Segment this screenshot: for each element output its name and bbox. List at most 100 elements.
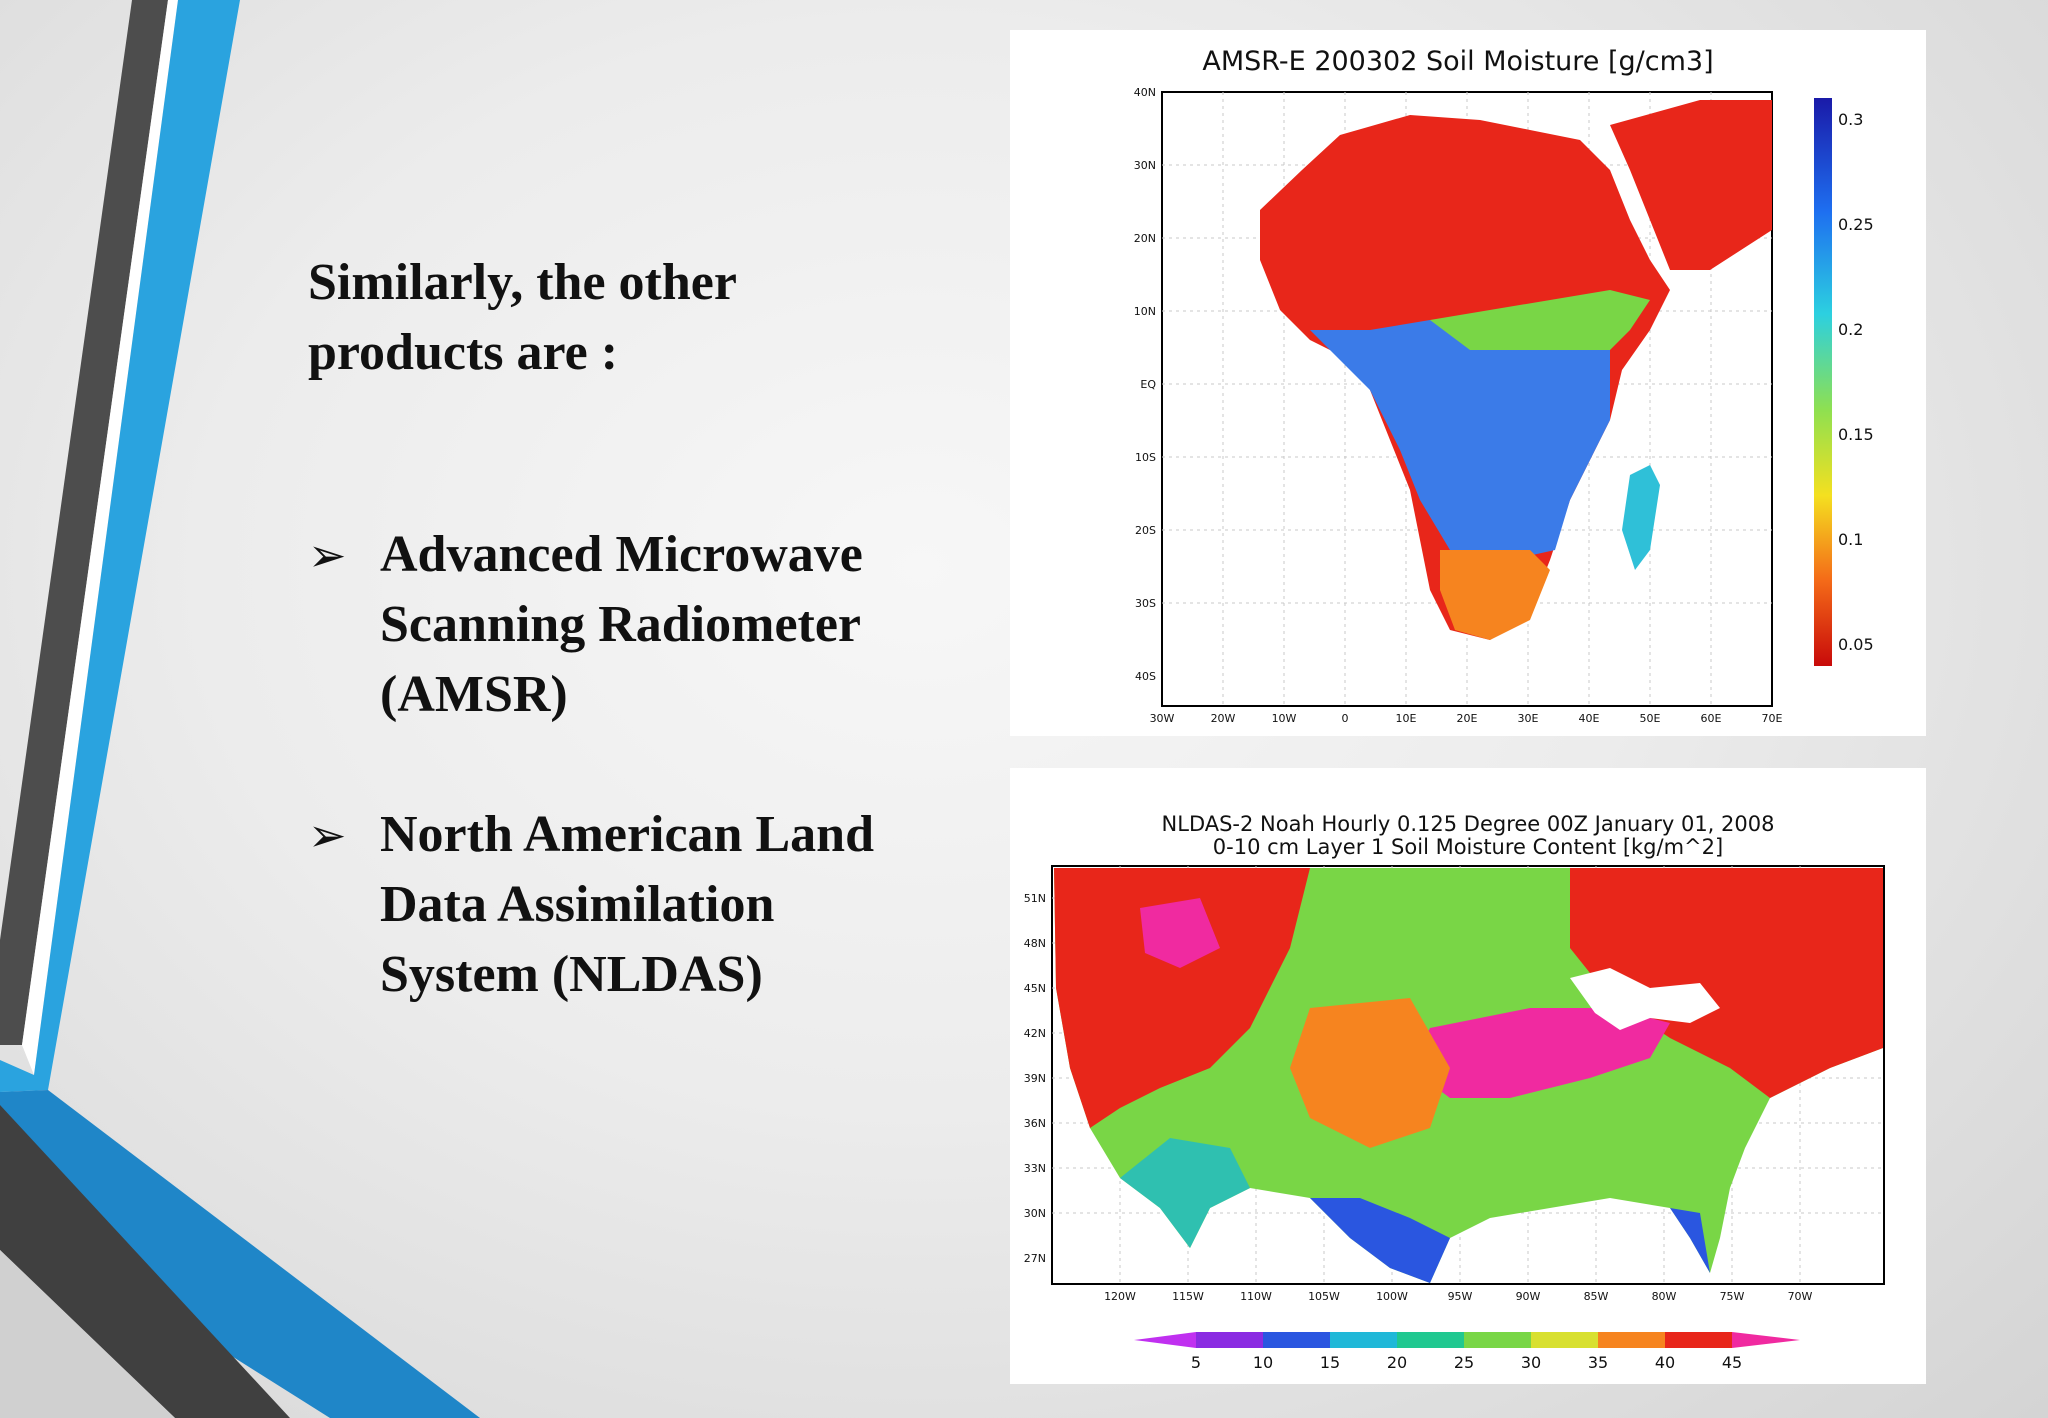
amsr-y-tick: 20S (1135, 524, 1156, 537)
bullet-line: System (NLDAS) (380, 946, 763, 1003)
nldas-y-tick: 36N (1024, 1117, 1046, 1130)
bullet-line: Scanning Radiometer (380, 596, 861, 653)
arabia-shape (1610, 100, 1772, 270)
amsr-y-ticks: 40N 30N 20N 10N EQ 10S 20S 30S 40S (1134, 86, 1157, 683)
nldas-map-title-line-2: 0-10 cm Layer 1 Soil Moisture Content [k… (1213, 835, 1723, 859)
usa-north-magenta (1140, 898, 1220, 968)
amsr-colorbar-labels: 0.3 0.25 0.2 0.15 0.1 0.05 (1838, 110, 1874, 654)
amsr-x-tick: 10W (1272, 712, 1297, 725)
blue-band-bottom (0, 1090, 480, 1418)
amsr-colorbar-label: 0.25 (1838, 215, 1874, 234)
nldas-map-title-line-1: NLDAS-2 Noah Hourly 0.125 Degree 00Z Jan… (1162, 812, 1775, 836)
usa-midwest-magenta (1410, 1008, 1670, 1098)
nldas-colorbar-segment (1397, 1332, 1464, 1348)
nldas-colorbar-segment (1196, 1332, 1263, 1348)
africa-green-zone (1430, 290, 1650, 350)
nldas-colorbar-labels: 5 10 15 20 25 30 35 40 45 (1191, 1353, 1742, 1372)
nldas-x-tick: 70W (1788, 1290, 1813, 1303)
amsr-colorbar-label: 0.3 (1838, 110, 1863, 129)
usa-southwest-teal (1120, 1138, 1250, 1248)
amsr-map-title: AMSR-E 200302 Soil Moisture [g/cm3] (1202, 46, 1713, 77)
nldas-colorbar-left-arrow (1134, 1332, 1196, 1348)
white-stripe-top (22, 0, 178, 1075)
nldas-colorbar-segment (1598, 1332, 1665, 1348)
africa-wet-zone (1310, 320, 1610, 560)
nldas-x-tick: 95W (1448, 1290, 1473, 1303)
intro-text: Similarly, the other products are : (308, 248, 968, 388)
nldas-y-tick: 27N (1024, 1252, 1046, 1265)
nldas-x-tick: 110W (1240, 1290, 1272, 1303)
nldas-colorbar-label: 40 (1655, 1353, 1675, 1372)
usa-west-red (1054, 868, 1310, 1128)
light-band-bottom (0, 1250, 175, 1418)
amsr-x-tick: 40E (1579, 712, 1600, 725)
africa-south-dry (1440, 550, 1550, 640)
great-lakes (1570, 968, 1720, 1030)
blue-stripe-top (0, 0, 240, 1092)
arrow-bullet-icon: ➢ (308, 528, 347, 582)
nldas-x-tick: 105W (1308, 1290, 1340, 1303)
amsr-x-tick: 30W (1150, 712, 1175, 725)
amsr-y-tick: 20N (1134, 232, 1156, 245)
amsr-x-tick: 70E (1762, 712, 1783, 725)
bullet-line: (AMSR) (380, 666, 568, 723)
amsr-y-tick: 10S (1135, 451, 1156, 464)
madagascar-shape (1622, 465, 1660, 570)
nldas-colorbar (1134, 1332, 1800, 1348)
bullet-line: North American Land (380, 806, 874, 863)
nldas-colorbar-segment (1330, 1332, 1397, 1348)
list-item-nldas: ➢ North American Land Data Assimilation … (308, 800, 968, 1010)
nldas-x-tick: 120W (1104, 1290, 1136, 1303)
bullet-line: Advanced Microwave (380, 526, 863, 583)
list-item-amsr: ➢ Advanced Microwave Scanning Radiometer… (308, 520, 968, 730)
amsr-x-tick: 50E (1640, 712, 1661, 725)
africa-landmass (1260, 100, 1772, 640)
nldas-colorbar-label: 45 (1722, 1353, 1742, 1372)
nldas-colorbar-label: 35 (1588, 1353, 1608, 1372)
amsr-map-figure: AMSR-E 200302 Soil Moisture [g/cm3] 40N … (1134, 46, 1874, 725)
slide-text-block: Similarly, the other products are : ➢ Ad… (308, 248, 968, 1080)
amsr-x-tick: 30E (1518, 712, 1539, 725)
usa-central-orange (1290, 998, 1450, 1148)
dark-stripe-top (0, 0, 168, 1045)
intro-line-2: products are : (308, 324, 619, 381)
amsr-map-panel: AMSR-E 200302 Soil Moisture [g/cm3] 40N … (1010, 30, 1926, 736)
nldas-y-tick: 33N (1024, 1162, 1046, 1175)
amsr-x-tick: 20E (1457, 712, 1478, 725)
nldas-x-tick: 115W (1172, 1290, 1204, 1303)
amsr-x-tick: 20W (1211, 712, 1236, 725)
amsr-colorbar-label: 0.1 (1838, 530, 1863, 549)
nldas-y-tick: 42N (1024, 1027, 1046, 1040)
nldas-map-figure: NLDAS-2 Noah Hourly 0.125 Degree 00Z Jan… (1024, 812, 1885, 1372)
nldas-map-panel: NLDAS-2 Noah Hourly 0.125 Degree 00Z Jan… (1010, 768, 1926, 1384)
nldas-x-tick: 85W (1584, 1290, 1609, 1303)
usa-florida-blue (1670, 1208, 1710, 1273)
amsr-y-tick: 10N (1134, 305, 1156, 318)
amsr-x-tick: 60E (1701, 712, 1722, 725)
product-list: ➢ Advanced Microwave Scanning Radiometer… (308, 520, 968, 1010)
amsr-x-tick: 10E (1396, 712, 1417, 725)
nldas-y-tick: 30N (1024, 1207, 1046, 1220)
amsr-y-tick: EQ (1140, 378, 1156, 391)
amsr-x-ticks: 30W 20W 10W 0 10E 20E 30E 40E 50E 60E 70… (1150, 712, 1783, 725)
amsr-colorbar-label: 0.05 (1838, 635, 1874, 654)
nldas-y-tick: 48N (1024, 937, 1046, 950)
nldas-x-ticks: 120W 115W 110W 105W 100W 95W 90W 85W 80W… (1104, 1290, 1812, 1303)
nldas-x-tick: 100W (1376, 1290, 1408, 1303)
usa-landmass (1054, 868, 1883, 1283)
nldas-colorbar-label: 10 (1253, 1353, 1273, 1372)
amsr-colorbar-label: 0.15 (1838, 425, 1874, 444)
nldas-colorbar-label: 25 (1454, 1353, 1474, 1372)
nldas-x-tick: 90W (1516, 1290, 1541, 1303)
usa-northeast-red (1570, 868, 1883, 1098)
nldas-colorbar-label: 20 (1387, 1353, 1407, 1372)
nldas-y-tick: 45N (1024, 982, 1046, 995)
nldas-colorbar-label: 5 (1191, 1353, 1201, 1372)
usa-south-blue (1310, 1198, 1450, 1283)
amsr-y-tick: 30N (1134, 159, 1156, 172)
amsr-y-tick: 30S (1135, 597, 1156, 610)
amsr-colorbar (1814, 98, 1832, 666)
nldas-colorbar-right-arrow (1732, 1332, 1800, 1348)
nldas-x-tick: 75W (1720, 1290, 1745, 1303)
